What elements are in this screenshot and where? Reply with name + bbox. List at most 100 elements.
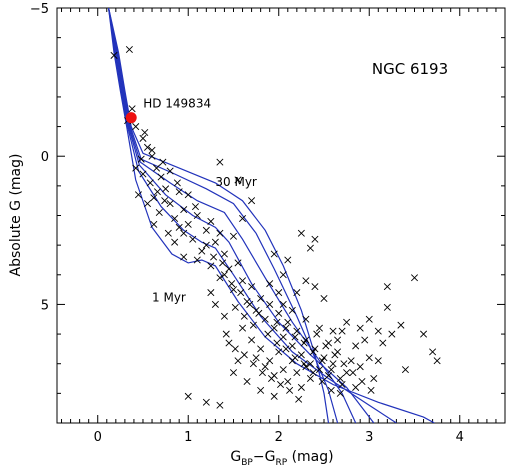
data-point xyxy=(128,105,136,113)
data-point xyxy=(315,324,323,332)
data-point xyxy=(365,354,373,362)
data-point xyxy=(220,250,228,258)
data-point xyxy=(231,345,239,353)
data-point xyxy=(248,336,256,344)
data-point xyxy=(279,300,287,308)
data-point xyxy=(239,277,247,285)
data-point xyxy=(374,357,382,365)
data-point xyxy=(132,123,140,131)
data-point xyxy=(329,360,337,368)
data-point xyxy=(270,392,278,400)
data-point xyxy=(229,286,238,294)
data-point xyxy=(356,363,364,371)
data-point xyxy=(267,375,276,383)
data-point xyxy=(220,312,228,320)
data-point xyxy=(295,395,303,403)
data-point xyxy=(300,339,308,347)
data-point xyxy=(284,318,292,326)
data-point xyxy=(157,173,165,181)
data-point xyxy=(306,360,314,368)
data-point xyxy=(220,271,228,279)
old-isochrone-label: 30 Myr xyxy=(215,175,257,189)
data-point xyxy=(331,351,339,359)
data-point xyxy=(231,303,239,311)
data-point xyxy=(193,256,201,264)
data-point xyxy=(229,369,238,377)
data-point xyxy=(334,336,342,344)
data-point xyxy=(322,342,330,350)
data-point xyxy=(216,158,224,166)
data-point xyxy=(210,253,218,261)
data-point xyxy=(401,366,409,374)
isochrone-line xyxy=(108,8,357,423)
data-point xyxy=(252,354,260,362)
data-point xyxy=(297,383,305,391)
data-point xyxy=(248,197,256,205)
data-point xyxy=(207,289,215,297)
data-point xyxy=(343,318,351,326)
data-point xyxy=(270,324,278,332)
axis-tick-labels: 0 1 2 3 4 −5 0 5 xyxy=(30,2,464,445)
data-point xyxy=(361,336,369,344)
data-point xyxy=(132,164,140,172)
data-points xyxy=(110,45,441,409)
data-point xyxy=(270,250,278,258)
data-point xyxy=(383,303,391,311)
data-point xyxy=(284,377,292,386)
data-point xyxy=(302,315,310,323)
data-point xyxy=(184,392,192,400)
data-point xyxy=(148,152,156,160)
data-point xyxy=(311,283,319,291)
data-point xyxy=(240,351,248,359)
data-point xyxy=(356,324,364,332)
data-point xyxy=(184,191,192,199)
data-point xyxy=(249,321,257,329)
data-point xyxy=(347,357,355,365)
x-tick-label: 3 xyxy=(365,430,373,445)
x-axis-label: GBP−GRP (mag) xyxy=(230,449,333,468)
data-point xyxy=(352,383,360,391)
data-point xyxy=(420,330,428,338)
data-point xyxy=(367,386,375,394)
data-point xyxy=(234,357,242,365)
y-tick-label: 5 xyxy=(41,298,49,313)
data-point xyxy=(318,357,326,365)
data-point xyxy=(150,220,158,228)
data-point xyxy=(211,300,219,308)
data-point xyxy=(258,369,266,377)
y-axis-label: Absolute G (mag) xyxy=(8,154,24,277)
data-point xyxy=(257,386,265,394)
data-point xyxy=(275,348,283,356)
data-point xyxy=(309,348,317,356)
highlight-star-marker xyxy=(125,112,137,124)
data-point xyxy=(286,386,294,394)
data-point xyxy=(388,330,396,338)
data-point xyxy=(193,211,201,220)
data-point xyxy=(324,372,333,380)
data-point xyxy=(365,315,373,323)
data-point xyxy=(180,253,188,261)
data-point xyxy=(202,241,210,249)
data-point xyxy=(202,398,210,406)
data-point xyxy=(150,194,158,202)
data-point xyxy=(288,342,296,350)
data-point xyxy=(313,330,321,338)
data-point xyxy=(261,363,269,371)
data-point xyxy=(246,300,254,308)
data-point xyxy=(284,256,292,264)
chart-title: NGC 6193 xyxy=(372,60,448,78)
data-point xyxy=(300,360,308,368)
data-point xyxy=(139,170,147,178)
data-point xyxy=(228,280,236,288)
data-point xyxy=(175,188,183,196)
data-point xyxy=(297,229,305,237)
data-point xyxy=(257,294,265,303)
data-point xyxy=(164,229,172,237)
data-point xyxy=(248,283,256,291)
data-point xyxy=(180,206,188,214)
data-point xyxy=(175,223,183,231)
y-tick-label: 0 xyxy=(41,150,49,165)
data-point xyxy=(279,366,287,374)
isochrone-line xyxy=(108,8,397,423)
